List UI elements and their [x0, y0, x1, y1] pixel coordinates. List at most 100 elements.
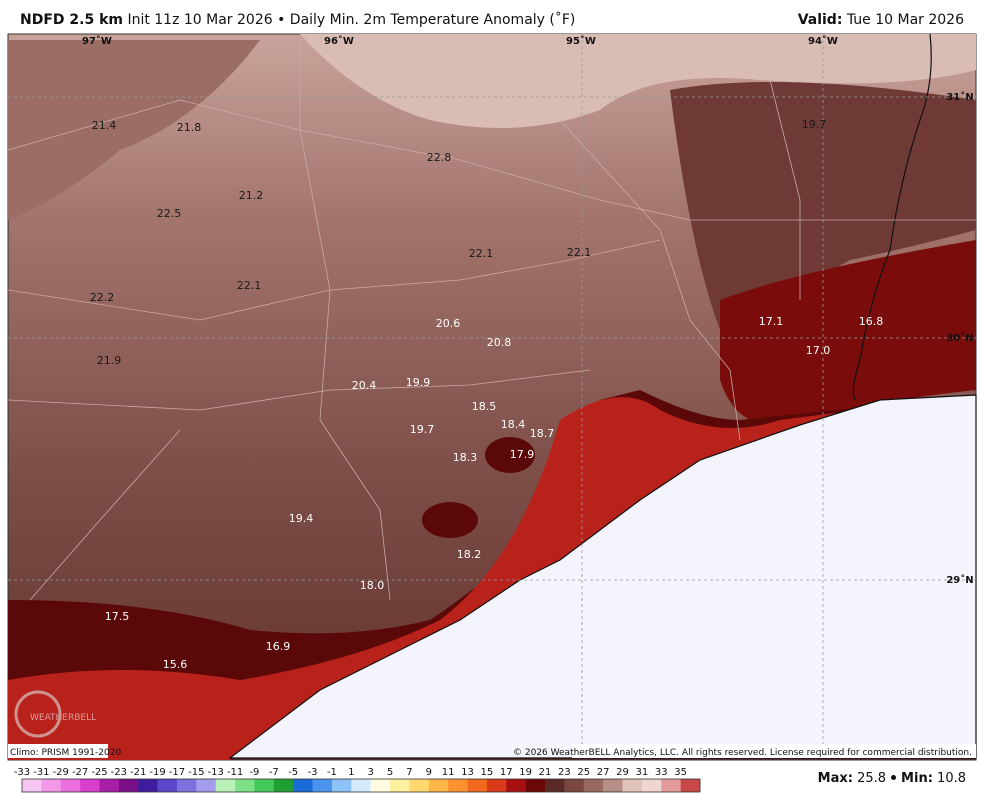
colorbar-tick-label: -25	[91, 767, 107, 778]
colorbar-swatch	[60, 779, 81, 792]
point-value: 22.1	[567, 246, 592, 259]
colorbar-tick-label: 7	[406, 767, 412, 778]
colorbar-tick-label: 15	[481, 767, 494, 778]
colorbar-tick-label: 23	[558, 767, 571, 778]
colorbar-swatch	[525, 779, 546, 792]
logo-mark	[14, 690, 62, 738]
point-value: 22.8	[427, 151, 452, 164]
colorbar-tick-label: -7	[269, 767, 279, 778]
county-line	[299, 40, 391, 601]
colorbar-swatch	[351, 779, 371, 792]
colorbar-tick-label: -19	[149, 767, 165, 778]
colorbar-tick-label: 11	[442, 767, 455, 778]
copyright-box	[572, 744, 976, 758]
point-value: 19.9	[406, 376, 431, 389]
county-line	[7, 369, 591, 411]
county-line	[559, 119, 741, 441]
longitude-label: 94˚W	[808, 35, 838, 47]
point-value: 21.4	[92, 119, 117, 132]
point-value: 17.0	[806, 344, 831, 357]
point-value: 18.5	[472, 400, 497, 413]
colorbar-tick-label: 1	[348, 767, 354, 778]
point-value: 18.3	[453, 451, 478, 464]
region	[720, 240, 976, 425]
colorbar-tick-label: -11	[227, 767, 243, 778]
colorbar-tick-label: 9	[426, 767, 432, 778]
county-line	[7, 99, 976, 221]
colorbar-swatch	[215, 779, 236, 792]
county-line	[769, 79, 801, 300]
colorbar-tick-label: -29	[53, 767, 69, 778]
colorbar-tick-label: -5	[288, 767, 298, 778]
point-value: 22.1	[237, 279, 262, 292]
colorbar-swatch	[564, 779, 585, 792]
point-value: 17.5	[105, 610, 130, 623]
longitude-label: 97˚W	[82, 35, 112, 47]
point-value: 18.0	[360, 579, 385, 592]
point-value: 20.6	[436, 317, 461, 330]
region	[670, 82, 976, 330]
colorbar-tick-label: 19	[519, 767, 532, 778]
title: NDFD 2.5 km	[20, 12, 123, 28]
min-value: 10.8	[937, 771, 966, 786]
longitude-label: 96˚W	[324, 35, 354, 47]
colorbar-swatch	[22, 779, 42, 792]
header-left: NDFD 2.5 km Init 11z 10 Mar 2026 • Daily…	[20, 12, 575, 28]
colorbar-tick-label: -15	[188, 767, 204, 778]
point-value: 18.4	[501, 418, 526, 431]
colorbar-swatch	[118, 779, 139, 792]
colorbar-tick-label: 25	[577, 767, 590, 778]
point-value: 17.9	[510, 448, 535, 461]
point-value: 22.5	[157, 207, 182, 220]
point-value: 21.8	[177, 121, 202, 134]
colorbar-swatch	[370, 779, 391, 792]
stats: Max: 25.8 Min: 10.8	[818, 771, 966, 786]
colorbar-swatch	[622, 779, 643, 792]
min-label: Min:	[901, 771, 933, 786]
colorbar-swatch	[157, 779, 178, 792]
colorbar-tick-label: 17	[500, 767, 513, 778]
point-value: 16.9	[266, 640, 291, 653]
colorbar-tick-label: 35	[674, 767, 687, 778]
climo: Climo: PRISM 1991-2020	[10, 748, 121, 758]
point-value: 20.4	[352, 379, 377, 392]
point-value: 15.6	[163, 658, 188, 671]
colorbar-swatch	[409, 779, 430, 792]
colorbar-tick-label: 29	[616, 767, 629, 778]
colorbar-swatch	[583, 779, 604, 792]
point-value: 22.2	[90, 291, 115, 304]
longitude-label: 95˚W	[566, 35, 596, 47]
colorbar-tick-label: -9	[249, 767, 259, 778]
point-value: 19.7	[802, 118, 827, 131]
colorbar-swatch	[312, 779, 333, 792]
colorbar-tick-label: -3	[308, 767, 318, 778]
point-value: 19.4	[289, 512, 314, 525]
valid-label: Valid:	[797, 12, 843, 28]
colorbar-tick-label: -33	[14, 767, 30, 778]
colorbar-swatch	[428, 779, 449, 792]
colorbar-swatch	[254, 779, 275, 792]
point-value: 21.2	[239, 189, 264, 202]
colorbar-tick-label: 21	[539, 767, 552, 778]
point-value: 18.7	[530, 427, 555, 440]
colorbar-tick-label: -21	[130, 767, 146, 778]
colorbar-swatch	[641, 779, 662, 792]
colorbar-tick-label: 27	[597, 767, 610, 778]
colorbar-tick-label: -1	[327, 767, 337, 778]
colorbar-swatch	[545, 779, 565, 792]
colorbar-swatch	[99, 779, 120, 792]
colorbar-swatch	[196, 779, 217, 792]
colorbar-tick-label: 3	[367, 767, 373, 778]
colorbar-tick-label: 5	[387, 767, 393, 778]
graticule	[8, 34, 976, 760]
logo-text: WEATHERBELL	[30, 713, 96, 723]
region	[422, 502, 478, 538]
colorbar-tick-label: -31	[33, 767, 49, 778]
colorbar-swatch	[603, 779, 623, 792]
colorbar-frame	[21, 778, 701, 793]
max-value: 25.8	[857, 771, 887, 786]
warm-region	[300, 34, 976, 128]
colorbar-swatch	[390, 779, 410, 792]
